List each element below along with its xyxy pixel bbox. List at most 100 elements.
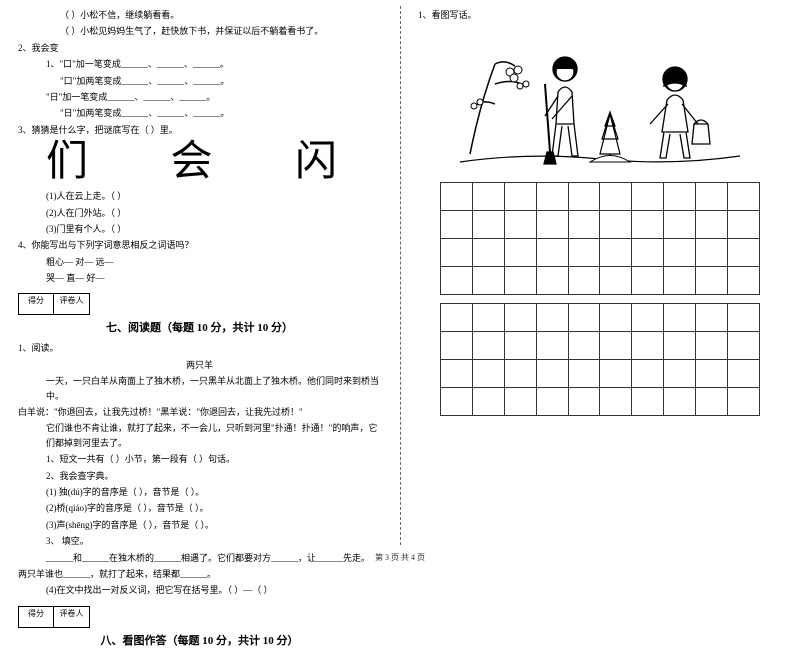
text-line: 1、"口"加一笔变成______、______、______。 xyxy=(18,57,381,71)
grid-cell xyxy=(632,388,664,416)
grid-cell xyxy=(472,239,504,267)
grid-cell xyxy=(696,332,728,360)
grid-cell xyxy=(568,183,600,211)
grid-cell xyxy=(536,183,568,211)
grid-cell xyxy=(536,388,568,416)
grid-cell xyxy=(728,183,760,211)
grid-cell xyxy=(600,211,632,239)
grid-cell xyxy=(441,332,473,360)
grid-cell xyxy=(696,304,728,332)
grid-cell xyxy=(504,239,536,267)
grid-cell xyxy=(600,239,632,267)
page-footer: 第 3 页 共 4 页 xyxy=(0,552,800,563)
question-2: 2、我会变 xyxy=(18,41,381,55)
grid-cell xyxy=(696,211,728,239)
text-line: （ ）小松不信，继续躺看看。 xyxy=(18,8,381,22)
grid-cell xyxy=(441,360,473,388)
grid-cell xyxy=(472,388,504,416)
text-line: (3)门里有个人。（ ） xyxy=(18,222,381,236)
grid-cell xyxy=(632,183,664,211)
grid-cell xyxy=(504,360,536,388)
reading-para: 一天，一只白羊从南面上了独木桥，一只黑羊从北面上了独木桥。他们同时来到桥当中。 xyxy=(18,374,381,403)
grid-cell xyxy=(600,360,632,388)
grid-cell xyxy=(600,388,632,416)
grid-cell xyxy=(441,388,473,416)
grid-cell xyxy=(728,304,760,332)
big-characters: 们 会 闪 xyxy=(18,141,381,183)
grid-cell xyxy=(568,360,600,388)
text-line: 1、短文一共有（ ）小节，第一段有（ ）句话。 xyxy=(18,452,381,466)
grid-cell xyxy=(728,239,760,267)
grid-cell xyxy=(728,267,760,295)
text-line: "口"加两笔变成______、______、______。 xyxy=(18,74,381,88)
grid-cell xyxy=(441,239,473,267)
text-line: "日"加两笔变成______、______、______。 xyxy=(18,106,381,120)
question-right-1: 1、看图写话。 xyxy=(418,8,782,22)
grid-cell xyxy=(632,211,664,239)
grid-cell xyxy=(568,211,600,239)
text-line: 2、我会查字典。 xyxy=(18,469,381,483)
grid-cell xyxy=(664,304,696,332)
grid-cell xyxy=(441,183,473,211)
grid-cell xyxy=(728,360,760,388)
grid-cell xyxy=(664,239,696,267)
grid-cell xyxy=(536,360,568,388)
writing-grid-2 xyxy=(440,303,760,416)
grid-cell xyxy=(472,304,504,332)
grid-cell xyxy=(568,332,600,360)
grid-cell xyxy=(536,304,568,332)
text-line: (2)人在门外站。（ ） xyxy=(18,206,381,220)
grader-cell: 评卷人 xyxy=(54,606,90,628)
grid-cell xyxy=(632,239,664,267)
text-line: (1) 独(dú)字的音序是（ ），音节是（ ）。 xyxy=(18,485,381,499)
text-line: 两只羊谁也______，就打了起来，结果都______。 xyxy=(18,567,381,581)
grid-cell xyxy=(504,211,536,239)
grid-cell xyxy=(568,239,600,267)
grid-cell xyxy=(504,304,536,332)
grid-cell xyxy=(472,211,504,239)
section-8-title: 八、看图作答（每题 10 分，共计 10 分） xyxy=(18,632,381,648)
grid-cell xyxy=(536,332,568,360)
grid-cell xyxy=(568,267,600,295)
text-line: (1)人在云上走。（ ） xyxy=(18,189,381,203)
grid-cell xyxy=(664,183,696,211)
grid-cell xyxy=(600,304,632,332)
writing-grid-1 xyxy=(440,182,760,295)
grid-cell xyxy=(696,388,728,416)
left-column: （ ）小松不信，继续躺看看。 （ ）小松见妈妈生气了，赶快放下书，并保证以后不躺… xyxy=(0,0,400,565)
grid-cell xyxy=(696,239,728,267)
grader-cell: 评卷人 xyxy=(54,293,90,315)
grid-cell xyxy=(632,360,664,388)
score-cell: 得分 xyxy=(18,606,54,628)
grid-cell xyxy=(632,304,664,332)
text-line: 3、 填空。 xyxy=(18,534,381,548)
question-4: 4、你能写出与下列字词意思相反之词语吗？ xyxy=(18,238,381,252)
text-line: 哭— 直— 好— xyxy=(18,271,381,285)
grid-cell xyxy=(536,267,568,295)
grid-cell xyxy=(728,388,760,416)
grid-cell xyxy=(696,267,728,295)
grid-cell xyxy=(568,304,600,332)
text-line: (4)在文中找出一对反义词，把它写在括号里。（ ）—（ ） xyxy=(18,583,381,597)
grid-cell xyxy=(504,388,536,416)
text-line: 粗心— 对— 远— xyxy=(18,255,381,269)
grid-cell xyxy=(664,267,696,295)
grid-cell xyxy=(664,360,696,388)
score-box: 得分 评卷人 xyxy=(18,293,381,315)
text-line: （ ）小松见妈妈生气了，赶快放下书，并保证以后不躺着看书了。 xyxy=(18,24,381,38)
reading-title: 两只羊 xyxy=(18,358,381,372)
grid-cell xyxy=(441,304,473,332)
text-line: (3)声(shēng)字的音序是（ ），音节是（ ）。 xyxy=(18,518,381,532)
score-box: 得分 评卷人 xyxy=(18,606,381,628)
grid-cell xyxy=(504,267,536,295)
grid-cell xyxy=(504,332,536,360)
grid-cell xyxy=(441,267,473,295)
text-line: "日"加一笔变成______、______、______。 xyxy=(18,90,381,104)
section-7-title: 七、阅读题（每题 10 分，共计 10 分） xyxy=(18,319,381,335)
grid-cell xyxy=(504,183,536,211)
grid-cell xyxy=(600,332,632,360)
grid-cell xyxy=(600,267,632,295)
score-cell: 得分 xyxy=(18,293,54,315)
grid-cell xyxy=(696,183,728,211)
grid-cell xyxy=(632,332,664,360)
